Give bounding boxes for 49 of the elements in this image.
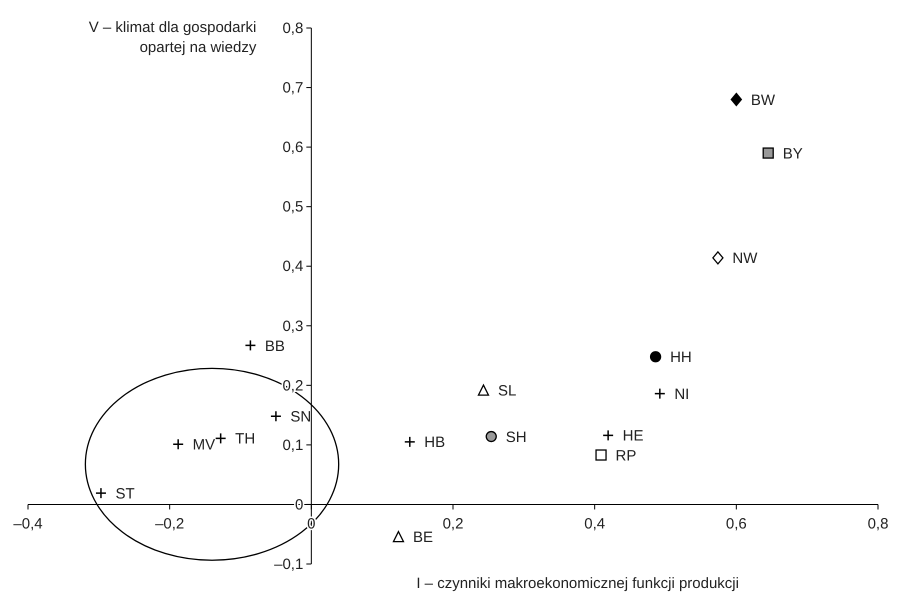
series-label: NI <box>674 386 690 403</box>
series-label: HB <box>424 434 446 452</box>
series-label: BE <box>412 528 433 546</box>
y-tick-label: 0,2 <box>282 377 304 394</box>
series-label: NW <box>732 250 758 268</box>
point <box>270 410 282 422</box>
point <box>392 530 404 542</box>
point <box>730 92 742 106</box>
point <box>712 251 724 265</box>
point <box>404 436 416 448</box>
y-tick-label: 0,4 <box>282 258 304 276</box>
series-label: BW <box>750 92 776 109</box>
series-label: TH <box>235 430 256 448</box>
y-tick-label: –0,1 <box>274 556 304 573</box>
point <box>244 340 256 352</box>
point <box>486 430 497 442</box>
x-axis-title: I – czynniki makroekonomicznej funkcji produkcji <box>416 575 739 592</box>
point <box>654 388 666 400</box>
y-tick-label: 0,7 <box>282 80 304 97</box>
x-tick-label: 0,2 <box>442 515 464 532</box>
x-tick-label: 0,4 <box>584 515 606 532</box>
series-label: RP <box>616 447 636 464</box>
y-tick-label: 0,3 <box>282 318 304 335</box>
series-label: SL <box>498 382 516 400</box>
point <box>650 351 662 362</box>
series-label: ST <box>115 485 135 502</box>
point <box>595 449 607 461</box>
series-label: BB <box>264 338 285 355</box>
x-tick-label: 0,8 <box>868 515 888 532</box>
y-tick-label: 0,8 <box>282 20 304 37</box>
series-label: SN <box>290 408 312 426</box>
y-tick-label: 0,1 <box>282 436 304 454</box>
point <box>95 487 107 499</box>
x-tick-label: –0,4 <box>13 515 43 532</box>
y-tick-label: 0,5 <box>282 198 304 216</box>
point <box>478 384 490 396</box>
point <box>172 438 184 450</box>
point <box>762 147 774 159</box>
point <box>602 430 614 442</box>
series-label: SH <box>506 428 527 446</box>
series-label: HH <box>670 349 692 366</box>
series-label: HE <box>622 428 644 445</box>
x-tick-label: –0,2 <box>155 515 184 532</box>
point <box>214 432 226 444</box>
y-axis-title: V – klimat dla gospodarki opartej na wiedzy <box>88 19 257 56</box>
x-tick-label: 0,6 <box>726 515 747 532</box>
series-label: BY <box>782 145 803 162</box>
y-tick-label: 0,6 <box>282 139 304 156</box>
series-label: MV <box>192 436 216 454</box>
